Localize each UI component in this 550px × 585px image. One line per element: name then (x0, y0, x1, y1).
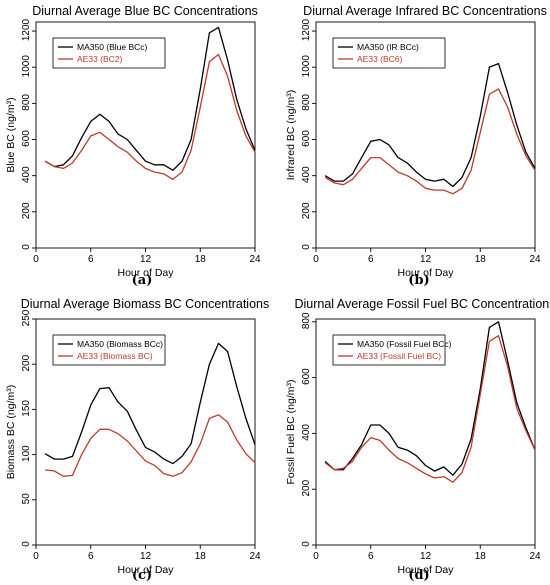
x-tick-label: 0 (33, 254, 39, 265)
chart-title: Diurnal Average Infrared BC Concentratio… (303, 4, 547, 18)
legend-box (52, 37, 166, 69)
x-tick-label: 6 (368, 254, 374, 265)
y-tick-label: 150 (21, 400, 32, 417)
legend-entry: AE33 (Biomass BC) (77, 351, 153, 361)
legend-box (52, 334, 166, 366)
x-tick-label: 18 (195, 551, 207, 562)
legend-entry: AE33 (BC2) (77, 54, 123, 64)
y-tick-label: 0 (21, 541, 32, 547)
y-axis-label: Biomass BC (ng/m³) (5, 385, 17, 480)
y-tick-label: 50 (21, 493, 32, 505)
chart-title: Diurnal Average Blue BC Concentrations (32, 4, 258, 18)
y-tick-label: 200 (21, 354, 32, 371)
x-tick-label: 12 (420, 254, 432, 265)
x-tick-label: 24 (249, 551, 261, 562)
y-axis-label: Infrared BC (ng/m³) (285, 90, 297, 180)
series-line-ma350 (324, 321, 536, 476)
x-tick-label: 18 (475, 551, 487, 562)
x-tick-label: 0 (33, 551, 39, 562)
y-tick-label: 1000 (21, 55, 32, 78)
y-axis-label: Fossil Fuel BC (ng/m³) (285, 379, 297, 484)
panel-label: (b) (408, 273, 429, 288)
y-tick-label: 600 (301, 368, 312, 385)
legend-entry: MA350 (Blue BCc) (77, 42, 148, 52)
x-tick-label: 6 (88, 254, 94, 265)
chart-title: Diurnal Average Biomass BC Concentration… (21, 297, 270, 311)
x-axis-label: Hour of Day (397, 267, 454, 279)
y-tick-label: 0 (21, 244, 32, 250)
x-tick-label: 24 (529, 551, 541, 562)
legend-box (332, 37, 446, 69)
y-tick-label: 250 (21, 309, 32, 326)
y-tick-label: 400 (301, 424, 312, 441)
x-tick-label: 6 (88, 551, 94, 562)
x-tick-label: 6 (368, 551, 374, 562)
x-tick-label: 12 (420, 551, 432, 562)
y-tick-label: 200 (301, 479, 312, 496)
panel-label: (a) (132, 273, 153, 288)
y-tick-label: 1200 (21, 18, 32, 41)
x-tick-label: 0 (313, 551, 319, 562)
legend-entry: MA350 (IR BCc) (357, 42, 419, 52)
x-axis-label: Hour of Day (397, 564, 454, 576)
series-line-ae33 (324, 88, 536, 195)
y-tick-label: 100 (21, 445, 32, 462)
y-axis-label: Blue BC (ng/m³) (5, 97, 17, 172)
x-tick-label: 24 (529, 254, 541, 265)
chart-panel-4: Diurnal Average Fossil Fuel BC Concentra… (285, 297, 550, 583)
legend-entry: MA350 (Biomass BCc) (77, 339, 163, 349)
panel-label: (c) (132, 568, 152, 583)
legend-entry: AE33 (Fossil Fuel BC) (357, 351, 441, 361)
x-tick-label: 18 (195, 254, 207, 265)
y-tick-label: 0 (301, 244, 312, 250)
series-line-ae33 (45, 414, 256, 477)
x-tick-label: 0 (313, 254, 319, 265)
y-tick-label: 200 (301, 202, 312, 219)
x-axis-label: Hour of Day (117, 267, 174, 279)
y-tick-label: 800 (301, 312, 312, 329)
y-tick-label: 400 (21, 166, 32, 183)
series-line-ae33 (44, 53, 256, 180)
x-axis-label: Hour of Day (117, 564, 174, 576)
legend-box (332, 334, 446, 366)
panel-label: (d) (408, 568, 429, 583)
series-line-ae33 (324, 335, 536, 483)
legend-entry: AE33 (BC6) (357, 54, 403, 64)
y-tick-label: 800 (21, 94, 32, 111)
chart-panel-1: Diurnal Average Blue BC Concentrations 0 6… (5, 4, 261, 288)
chart-panel-3: Diurnal Average Biomass BC Concentration… (5, 297, 269, 583)
chart-title: Diurnal Average Fossil Fuel BC Concentra… (294, 297, 550, 311)
x-tick-label: 12 (140, 551, 152, 562)
series-line-ma350 (44, 26, 256, 171)
y-tick-label: 600 (21, 130, 32, 147)
y-tick-label: 1000 (301, 55, 312, 78)
y-tick-label: 400 (301, 166, 312, 183)
x-tick-label: 18 (475, 254, 487, 265)
y-tick-label: 200 (21, 202, 32, 219)
y-tick-label: 600 (301, 130, 312, 147)
y-tick-label: 800 (301, 94, 312, 111)
legend-entry: MA350 (Fossil Fuel BCc) (357, 339, 452, 349)
series-line-ma350 (324, 62, 536, 188)
chart-panel-2: Diurnal Average Infrared BC Concentratio… (285, 4, 547, 288)
y-tick-label: 0 (301, 541, 312, 547)
series-line-ma350 (44, 342, 256, 465)
x-tick-label: 24 (249, 254, 261, 265)
y-tick-label: 1200 (301, 18, 312, 41)
x-tick-label: 12 (140, 254, 152, 265)
